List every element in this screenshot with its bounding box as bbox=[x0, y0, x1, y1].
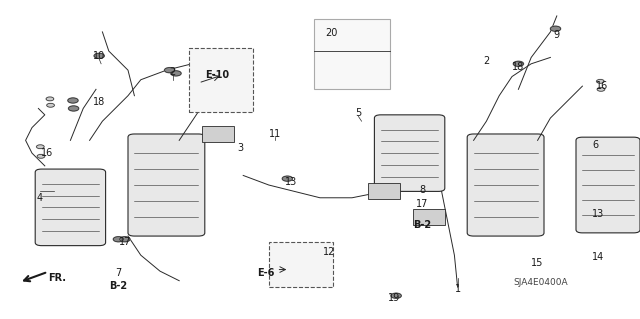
Text: B-2: B-2 bbox=[413, 220, 431, 230]
Circle shape bbox=[113, 237, 124, 242]
Text: FR.: FR. bbox=[48, 272, 66, 283]
Text: 18: 18 bbox=[93, 97, 106, 107]
Text: 2: 2 bbox=[170, 67, 176, 77]
Circle shape bbox=[171, 71, 181, 76]
Text: 9: 9 bbox=[554, 30, 560, 40]
FancyBboxPatch shape bbox=[269, 242, 333, 287]
Circle shape bbox=[164, 68, 175, 73]
Circle shape bbox=[68, 98, 78, 103]
Text: 15: 15 bbox=[531, 258, 544, 268]
Circle shape bbox=[36, 145, 44, 149]
Text: 14: 14 bbox=[592, 252, 605, 262]
Circle shape bbox=[94, 53, 104, 58]
FancyBboxPatch shape bbox=[189, 48, 253, 112]
Circle shape bbox=[47, 103, 54, 107]
Circle shape bbox=[68, 106, 79, 111]
Text: 17: 17 bbox=[416, 199, 429, 209]
Text: 6: 6 bbox=[592, 140, 598, 150]
Circle shape bbox=[596, 79, 604, 83]
Text: 10: 10 bbox=[93, 51, 106, 61]
Circle shape bbox=[120, 237, 130, 242]
Bar bbox=[202, 126, 234, 142]
Text: 1: 1 bbox=[454, 284, 461, 294]
Text: E-6: E-6 bbox=[257, 268, 275, 278]
FancyBboxPatch shape bbox=[128, 134, 205, 236]
Text: 8: 8 bbox=[419, 185, 426, 195]
Circle shape bbox=[550, 26, 561, 31]
Text: 2: 2 bbox=[483, 56, 490, 66]
Text: 20: 20 bbox=[325, 28, 338, 39]
Circle shape bbox=[597, 87, 605, 91]
Circle shape bbox=[391, 293, 401, 298]
Text: B-2: B-2 bbox=[109, 280, 127, 291]
Circle shape bbox=[46, 97, 54, 101]
Circle shape bbox=[37, 154, 45, 158]
Text: 16: 16 bbox=[595, 81, 608, 91]
FancyBboxPatch shape bbox=[576, 137, 640, 233]
Text: 19: 19 bbox=[387, 293, 400, 303]
Text: 12: 12 bbox=[323, 247, 336, 257]
Text: 3: 3 bbox=[237, 143, 243, 153]
Text: 16: 16 bbox=[40, 148, 53, 158]
Bar bbox=[368, 183, 400, 199]
Circle shape bbox=[513, 61, 524, 66]
Circle shape bbox=[282, 176, 292, 181]
Text: E-10: E-10 bbox=[205, 70, 230, 80]
Text: 13: 13 bbox=[285, 177, 298, 187]
FancyBboxPatch shape bbox=[35, 169, 106, 246]
FancyBboxPatch shape bbox=[374, 115, 445, 191]
Text: 7: 7 bbox=[115, 268, 122, 278]
Text: 18: 18 bbox=[512, 62, 525, 72]
Text: 13: 13 bbox=[592, 209, 605, 219]
Bar bbox=[413, 209, 445, 225]
Text: 5: 5 bbox=[355, 108, 362, 118]
Text: 4: 4 bbox=[36, 193, 43, 203]
FancyBboxPatch shape bbox=[467, 134, 544, 236]
Text: 11: 11 bbox=[269, 129, 282, 139]
FancyBboxPatch shape bbox=[314, 19, 390, 89]
Text: 17: 17 bbox=[118, 237, 131, 248]
Text: SJA4E0400A: SJA4E0400A bbox=[513, 278, 568, 287]
